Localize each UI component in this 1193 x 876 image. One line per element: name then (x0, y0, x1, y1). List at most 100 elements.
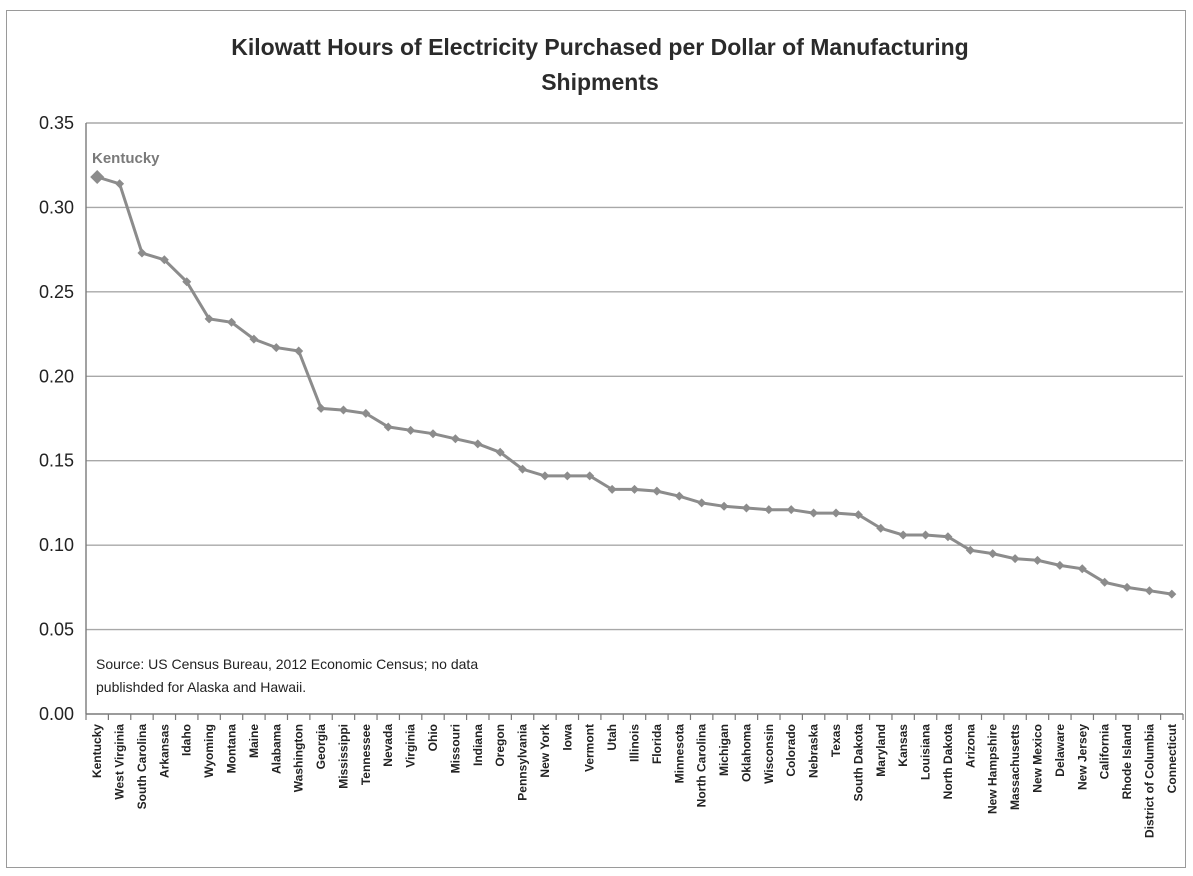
data-point (719, 501, 729, 511)
data-point (115, 179, 125, 189)
x-tick-label: Iowa (560, 724, 574, 751)
x-tick-label: Missouri (448, 724, 462, 773)
data-point (1100, 577, 1110, 587)
data-point (406, 425, 416, 435)
x-tick-label: Florida (650, 724, 664, 764)
x-tick-label: Vermont (583, 724, 597, 772)
data-point (495, 447, 505, 457)
x-tick-label: Louisiana (919, 724, 933, 780)
data-point (1144, 586, 1154, 596)
x-tick-label: Maryland (874, 724, 888, 777)
y-axis-ticks: 0.00 0.05 0.10 0.15 0.20 0.25 0.30 0.35 (39, 113, 74, 724)
x-tick-label: Illinois (628, 724, 642, 762)
data-point (786, 505, 796, 515)
source-note-line-2: publishded for Alaska and Hawaii. (96, 679, 306, 695)
x-tick-label: Wyoming (202, 724, 216, 778)
data-point (271, 343, 281, 353)
axes (85, 123, 1183, 715)
data-point (1055, 560, 1065, 570)
x-tick-label: Wisconsin (762, 724, 776, 784)
x-tick-label: Nevada (381, 724, 395, 767)
x-tick-label: Texas (829, 724, 843, 757)
data-point (1010, 554, 1020, 564)
data-point (831, 508, 841, 518)
data-point (159, 255, 169, 265)
x-tick-label: Georgia (314, 724, 328, 770)
data-point (741, 503, 751, 513)
x-tick-label: Oregon (493, 724, 507, 767)
y-tick-label: 0.25 (39, 282, 74, 302)
x-tick-label: New Jersey (1075, 724, 1089, 790)
x-tick-label: District of Columbia (1142, 724, 1156, 838)
data-point (853, 510, 863, 520)
x-tick-label: Pennsylvania (516, 724, 530, 801)
y-tick-label: 0.15 (39, 451, 74, 471)
x-tick-label: Ohio (426, 724, 440, 751)
x-tick-label: Tennessee (359, 724, 373, 785)
x-tick-label: Connecticut (1165, 724, 1179, 793)
x-tick-label: New Mexico (1030, 724, 1044, 793)
data-point (450, 434, 460, 444)
data-point (540, 471, 550, 481)
x-tick-label: Oklahoma (739, 724, 753, 782)
x-tick-label: California (1098, 724, 1112, 780)
data-point (876, 523, 886, 533)
x-tick-label: North Dakota (941, 724, 955, 800)
x-tick-label: Minnesota (672, 724, 686, 784)
data-point (316, 403, 326, 413)
data-point-kentucky (90, 170, 105, 185)
x-tick-label: New York (538, 724, 552, 778)
data-point (294, 346, 304, 356)
x-tick-label: West Virginia (113, 724, 127, 800)
x-tick-label: Mississippi (336, 724, 350, 789)
x-tick-label: Arizona (963, 724, 977, 768)
data-point (965, 545, 975, 555)
data-point (652, 486, 662, 496)
data-point (630, 484, 639, 494)
y-tick-label: 0.10 (39, 535, 74, 555)
data-point (697, 498, 707, 508)
y-tick-label: 0.30 (39, 197, 74, 217)
x-axis-ticks: Kentucky West Virginia South Carolina Arkan… (85, 714, 1184, 838)
data-point (473, 439, 483, 449)
data-point (137, 248, 147, 258)
x-tick-label: New Hampshire (986, 724, 1000, 814)
x-tick-label: Kansas (896, 724, 910, 767)
data-point (1077, 564, 1087, 574)
series-markers (90, 170, 1177, 599)
x-tick-label: Delaware (1053, 724, 1067, 777)
series-line (96, 175, 1173, 596)
data-point (383, 422, 393, 432)
data-point (607, 484, 617, 494)
y-tick-label: 0.35 (39, 113, 74, 133)
y-tick-label: 0.05 (39, 620, 74, 640)
data-point (338, 405, 348, 415)
x-tick-label: Arkansas (157, 724, 171, 778)
data-point (764, 505, 774, 515)
data-point (227, 317, 237, 327)
data-point (562, 471, 572, 481)
kentucky-annotation: Kentucky (92, 150, 160, 167)
x-tick-label: Colorado (784, 724, 798, 777)
x-tick-label: Massachusetts (1008, 724, 1022, 810)
x-tick-label: Rhode Island (1120, 724, 1134, 799)
x-tick-label: Idaho (180, 724, 194, 756)
data-point (943, 532, 953, 542)
y-tick-label: 0.20 (39, 366, 74, 386)
x-tick-label: Washington (292, 724, 306, 792)
x-tick-label: Virginia (404, 724, 418, 768)
data-point (1032, 555, 1042, 565)
source-note-line-1: Source: US Census Bureau, 2012 Economic … (96, 656, 478, 672)
x-tick-label: South Dakota (851, 724, 865, 802)
x-tick-label: Utah (605, 724, 619, 751)
x-tick-label: Alabama (269, 724, 283, 774)
data-point (988, 549, 998, 559)
data-point (1167, 589, 1177, 599)
x-tick-label: South Carolina (135, 724, 149, 810)
data-point (361, 408, 371, 418)
data-point (182, 277, 192, 287)
x-tick-label: Indiana (471, 724, 485, 766)
data-point (428, 429, 438, 439)
chart-title-line-2: Shipments (541, 69, 659, 95)
